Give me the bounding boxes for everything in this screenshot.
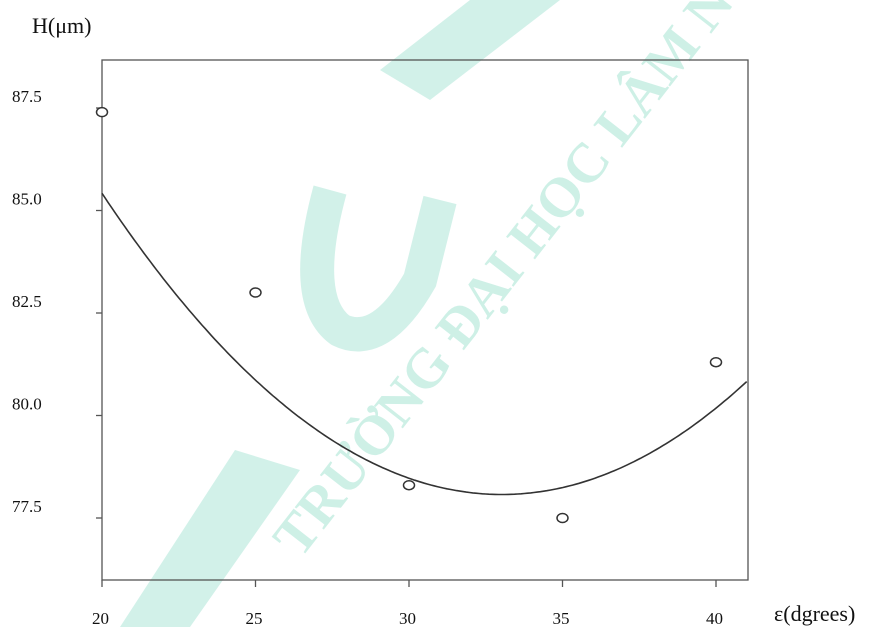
x-tick-label: 20 [92,609,109,627]
y-tick-label: 87.5 [12,87,42,106]
y-tick-label: 77.5 [12,497,42,516]
y-tick-label: 80.0 [12,395,42,414]
x-tick-label: 30 [399,609,416,627]
data-point [97,108,108,117]
watermark-shape [380,0,560,100]
data-point [557,514,568,523]
y-tick-label: 85.0 [12,190,42,209]
watermark-text: TRƯỜNG ĐẠI HỌC LÂM NGHIỆP [261,0,857,568]
x-tick-label: 25 [246,609,263,627]
watermark-shape [317,190,440,334]
y-axis-ticks: 77.5 80.0 82.5 85.0 87.5 [12,87,102,518]
x-tick-label: 35 [553,609,570,627]
y-tick-label: 82.5 [12,292,42,311]
x-tick-label: 40 [706,609,723,627]
watermark: TRƯỜNG ĐẠI HỌC LÂM NGHIỆP [120,0,857,627]
data-point [711,358,722,367]
data-point [250,288,261,297]
y-axis-title: H(μm) [32,13,91,38]
x-axis-title: ε(dgrees) [774,601,855,626]
data-point [404,481,415,490]
